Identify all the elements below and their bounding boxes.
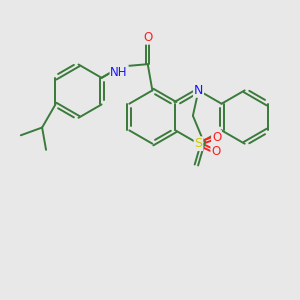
Text: O: O bbox=[211, 145, 220, 158]
Text: O: O bbox=[143, 31, 152, 44]
Text: N: N bbox=[194, 84, 203, 97]
Text: O: O bbox=[212, 130, 221, 144]
Text: S: S bbox=[194, 137, 202, 150]
Text: NH: NH bbox=[110, 66, 128, 79]
